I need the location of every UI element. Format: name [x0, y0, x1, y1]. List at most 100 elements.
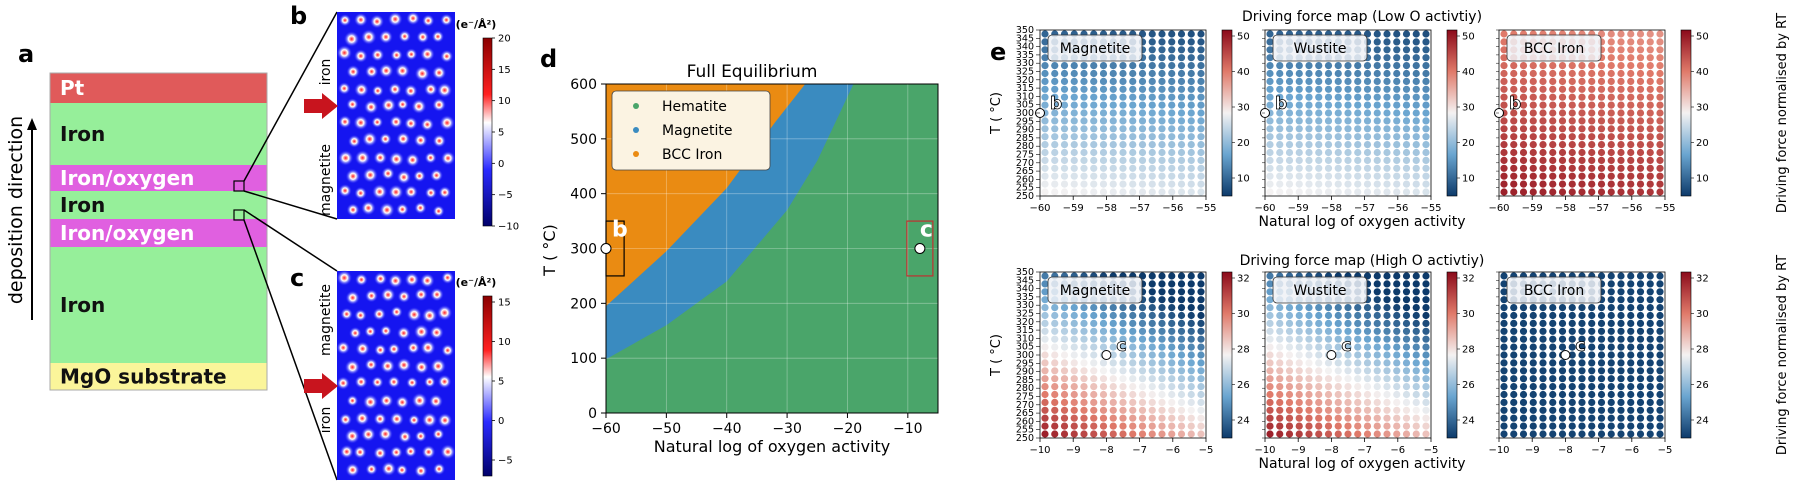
atom-density-spot — [388, 151, 405, 167]
grid-point — [1607, 69, 1615, 78]
grid-point — [1617, 375, 1625, 383]
grid-point — [1529, 172, 1537, 180]
grid-point — [1646, 335, 1654, 343]
map-marker-point — [1560, 350, 1571, 360]
atom-density-spot — [421, 444, 436, 460]
grid-point — [1168, 311, 1176, 320]
grid-point — [1177, 383, 1186, 391]
grid-point — [1412, 311, 1420, 320]
grid-point — [1285, 398, 1294, 406]
grid-point — [1373, 406, 1381, 414]
grid-point — [1656, 414, 1664, 422]
grid-point — [1578, 141, 1586, 149]
grid-point — [1636, 406, 1645, 414]
grid-point — [1324, 311, 1333, 320]
grid-point — [1276, 101, 1284, 109]
grid-point — [1617, 188, 1625, 196]
grid-point — [1060, 383, 1069, 391]
grid-point — [1168, 390, 1176, 399]
grid-point — [1197, 319, 1205, 327]
grid-point — [1568, 148, 1576, 157]
grid-point — [1422, 383, 1430, 391]
grid-point — [1617, 172, 1625, 180]
grid-point — [1129, 335, 1137, 343]
grid-point — [1060, 327, 1069, 335]
map-label-box — [1272, 34, 1368, 62]
grid-point — [1500, 311, 1508, 320]
grid-point — [1656, 46, 1664, 54]
grid-point — [1138, 180, 1147, 188]
grid-point — [1187, 304, 1195, 312]
grid-point — [1197, 38, 1205, 46]
grid-point — [1636, 109, 1645, 117]
grid-point — [1168, 288, 1176, 296]
grid-point — [1519, 148, 1528, 157]
y-tick-label: 320 — [1016, 317, 1034, 328]
atom-density-spot — [339, 412, 353, 427]
y-tick-label: 325 — [1016, 67, 1034, 78]
grid-point — [1568, 93, 1576, 101]
grid-point — [1197, 311, 1205, 320]
grid-point — [1588, 327, 1596, 335]
grid-point — [1597, 148, 1606, 157]
grid-point — [1510, 430, 1518, 438]
grid-point — [1285, 133, 1294, 141]
grid-point — [1373, 117, 1381, 125]
grid-point — [1549, 383, 1557, 391]
grid-point — [1099, 311, 1108, 320]
grid-point — [1568, 414, 1576, 422]
grid-point — [1393, 390, 1401, 399]
grid-point — [1363, 93, 1372, 101]
atom-density-spot — [379, 393, 394, 408]
atom-density-spot — [369, 14, 385, 29]
grid-point — [1402, 319, 1411, 327]
grid-point — [1276, 62, 1284, 70]
grid-point — [1324, 398, 1333, 406]
grid-point — [1656, 359, 1664, 367]
grid-point — [1090, 319, 1098, 327]
grid-point — [1402, 69, 1411, 78]
grid-point — [1539, 367, 1547, 375]
grid-point — [1138, 85, 1147, 93]
atom-density-spot — [404, 272, 420, 287]
grid-point — [1060, 164, 1069, 172]
grid-point — [1285, 343, 1294, 351]
grid-point — [1266, 304, 1274, 312]
atom-density-spot — [404, 116, 418, 131]
grid-point — [1597, 367, 1606, 375]
grid-point — [1158, 398, 1166, 406]
grid-point — [1177, 164, 1186, 172]
grid-point — [1656, 367, 1664, 375]
grid-point — [1510, 180, 1518, 188]
grid-point — [1422, 156, 1430, 164]
grid-point — [1070, 422, 1078, 430]
grid-point — [1080, 335, 1088, 343]
grid-point — [1305, 133, 1313, 141]
grid-point — [1266, 272, 1274, 280]
grid-point — [1578, 398, 1586, 406]
grid-point — [1099, 422, 1108, 430]
y-tick-label: 340 — [1016, 284, 1034, 295]
grid-point — [1539, 85, 1547, 93]
grid-point — [1158, 133, 1166, 141]
colorbar-tick-label: 32 — [1696, 274, 1709, 285]
grid-point — [1393, 109, 1401, 117]
grid-point — [1266, 414, 1274, 422]
grid-point — [1627, 62, 1635, 70]
grid-point — [1060, 148, 1069, 157]
grid-point — [1373, 125, 1381, 133]
grid-point — [1373, 172, 1381, 180]
y-tick-label: 325 — [1016, 309, 1034, 320]
grid-point — [1500, 125, 1508, 133]
grid-point — [1177, 422, 1186, 430]
grid-point — [1597, 172, 1606, 180]
grid-point — [1373, 335, 1381, 343]
grid-point — [1500, 390, 1508, 399]
grid-point — [1129, 367, 1137, 375]
grid-point — [1168, 430, 1176, 438]
grid-point — [1168, 93, 1176, 101]
grid-point — [1109, 327, 1117, 335]
grid-point — [1558, 85, 1567, 93]
grid-point — [1422, 46, 1430, 54]
grid-point — [1412, 101, 1420, 109]
